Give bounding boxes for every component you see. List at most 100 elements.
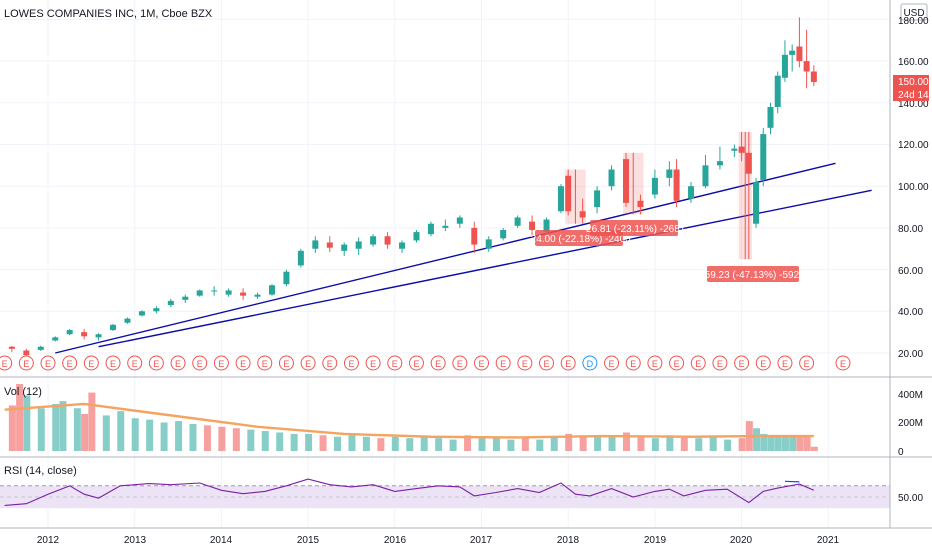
volume-series — [4, 384, 818, 451]
earnings-marker[interactable]: E — [105, 355, 121, 371]
earnings-marker[interactable]: E — [517, 355, 533, 371]
earnings-marker[interactable]: E — [278, 355, 294, 371]
earnings-marker[interactable]: E — [539, 355, 555, 371]
earnings-marker[interactable]: E — [495, 355, 511, 371]
marker-letter: E — [522, 359, 528, 369]
earnings-marker[interactable]: E — [777, 355, 793, 371]
candle-body — [651, 177, 658, 195]
marker-circle — [690, 355, 706, 371]
earnings-marker[interactable]: E — [343, 355, 359, 371]
earnings-marker[interactable]: E — [387, 355, 403, 371]
marker-circle — [365, 355, 381, 371]
volume-bar — [81, 413, 89, 451]
measure-label: -26.81 (-23.11%) -2681 — [583, 224, 686, 235]
earnings-marker[interactable]: E — [408, 355, 424, 371]
rsi-annotation-arrow[interactable] — [784, 480, 800, 483]
time-tick: 2012 — [37, 535, 60, 546]
earnings-marker[interactable]: E — [300, 355, 316, 371]
volume-indicator-label[interactable]: Vol (12) — [4, 386, 42, 398]
earnings-marker[interactable]: E — [799, 355, 815, 371]
marker-letter: E — [67, 359, 73, 369]
candle-body — [95, 334, 102, 338]
candle-body — [529, 221, 536, 230]
measure-annotation[interactable]: -59.23 (-47.13%) -5923 — [701, 266, 805, 282]
earnings-marker[interactable]: E — [625, 355, 641, 371]
earnings-marker[interactable]: E — [430, 355, 446, 371]
marker-letter: E — [565, 359, 571, 369]
marker-circle — [127, 355, 143, 371]
volume-bar — [175, 421, 183, 451]
earnings-marker[interactable]: E — [62, 355, 78, 371]
volume-bar — [536, 439, 544, 451]
marker-letter: E — [652, 359, 658, 369]
volume-bar — [406, 438, 414, 451]
earnings-marker[interactable]: E — [647, 355, 663, 371]
marker-letter: E — [327, 359, 333, 369]
marker-letter: E — [45, 359, 51, 369]
earnings-marker[interactable]: E — [755, 355, 771, 371]
earnings-marker[interactable]: E — [322, 355, 338, 371]
earnings-marker[interactable]: E — [560, 355, 576, 371]
earnings-marker[interactable]: E — [235, 355, 251, 371]
volume-bar — [261, 431, 269, 451]
marker-circle — [83, 355, 99, 371]
earnings-marker[interactable]: E — [690, 355, 706, 371]
volume-bar — [789, 435, 797, 451]
earnings-marker[interactable]: E — [40, 355, 56, 371]
marker-circle — [539, 355, 555, 371]
currency-button[interactable] — [900, 3, 928, 21]
rsi-indicator-label[interactable]: RSI (14, close) — [4, 465, 77, 477]
earnings-marker[interactable]: E — [835, 355, 851, 371]
marker-circle — [170, 355, 186, 371]
candle-body — [254, 294, 261, 297]
marker-letter: E — [392, 359, 398, 369]
trendlines[interactable] — [55, 162, 872, 354]
earnings-marker[interactable]: E — [192, 355, 208, 371]
marker-letter: E — [674, 359, 680, 369]
candle-body — [789, 50, 796, 55]
earnings-marker[interactable]: E — [148, 355, 164, 371]
candle-body — [753, 182, 760, 224]
time-tick: 2016 — [384, 535, 407, 546]
volume-bar — [680, 436, 688, 451]
marker-letter: E — [305, 359, 311, 369]
dividend-marker[interactable]: D — [582, 355, 598, 371]
volume-bar — [73, 408, 81, 451]
candle-body — [37, 346, 44, 350]
earnings-marker[interactable]: E — [0, 355, 13, 371]
earnings-marker[interactable]: E — [127, 355, 143, 371]
measure-annotation[interactable]: -26.81 (-23.11%) -2681 — [583, 220, 686, 236]
earnings-marker[interactable]: E — [170, 355, 186, 371]
marker-circle — [474, 355, 489, 371]
earnings-marker[interactable]: E — [712, 355, 728, 371]
earnings-marker[interactable]: E — [604, 355, 620, 371]
marker-circle — [0, 355, 13, 371]
earnings-marker[interactable]: E — [83, 355, 99, 371]
earnings-marker[interactable]: E — [734, 355, 750, 371]
trendline[interactable] — [55, 162, 836, 354]
earnings-marker[interactable]: E — [669, 355, 685, 371]
candle-body — [66, 330, 73, 335]
candle-body — [803, 61, 810, 72]
marker-circle — [235, 355, 251, 371]
earnings-marker[interactable]: E — [213, 355, 229, 371]
volume-bar — [16, 384, 24, 451]
earnings-marker[interactable]: E — [18, 355, 34, 371]
candle-body — [594, 190, 601, 208]
earnings-marker[interactable]: E — [452, 355, 468, 371]
candle-body — [796, 46, 803, 62]
time-axis[interactable]: 2012 2013 2014 2015 2016 2017 2018 2019 … — [37, 535, 840, 546]
volume-bar — [435, 438, 443, 451]
earnings-marker[interactable]: E — [365, 355, 381, 371]
price-axis[interactable]: 20.00 40.00 60.00 80.00 100.00 120.00 14… — [898, 16, 929, 360]
marker-circle — [148, 355, 164, 371]
earnings-marker[interactable]: E — [257, 355, 273, 371]
earnings-marker[interactable]: E — [474, 355, 489, 371]
volume-bar — [738, 438, 746, 451]
volume-bar — [760, 433, 768, 451]
time-tick: 2017 — [470, 535, 493, 546]
candle-body — [456, 217, 463, 224]
trendline[interactable] — [98, 189, 872, 348]
